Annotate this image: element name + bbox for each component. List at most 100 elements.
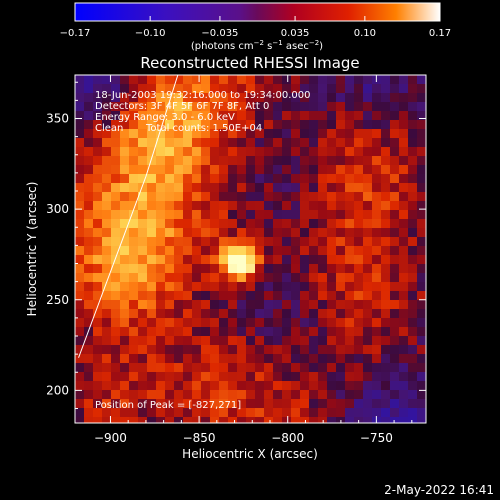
- image-pixel: [354, 201, 363, 210]
- image-pixel: [201, 345, 210, 354]
- image-pixel: [111, 183, 120, 192]
- image-pixel: [345, 111, 354, 120]
- image-pixel: [354, 291, 363, 300]
- image-pixel: [300, 264, 309, 273]
- image-pixel: [156, 345, 165, 354]
- image-pixel: [372, 309, 381, 318]
- image-pixel: [156, 174, 165, 183]
- image-pixel: [210, 165, 219, 174]
- image-pixel: [192, 408, 201, 417]
- image-pixel: [381, 102, 390, 111]
- image-pixel: [318, 408, 327, 417]
- colorbar-tick-label: −0.10: [135, 28, 166, 39]
- image-pixel: [273, 354, 282, 363]
- image-pixel: [336, 102, 345, 111]
- image-pixel: [138, 273, 147, 282]
- image-pixel: [237, 246, 246, 255]
- image-pixel: [309, 237, 318, 246]
- image-pixel: [111, 93, 120, 102]
- image-pixel: [345, 399, 354, 408]
- image-pixel: [354, 345, 363, 354]
- image-pixel: [219, 282, 228, 291]
- image-pixel: [156, 318, 165, 327]
- image-pixel: [129, 273, 138, 282]
- image-pixel: [327, 255, 336, 264]
- image-pixel: [282, 291, 291, 300]
- image-pixel: [201, 309, 210, 318]
- image-pixel: [354, 246, 363, 255]
- image-pixel: [363, 417, 372, 423]
- image-pixel: [102, 264, 111, 273]
- image-pixel: [228, 327, 237, 336]
- image-pixel: [255, 75, 264, 84]
- image-pixel: [129, 165, 138, 174]
- image-pixel: [138, 84, 147, 93]
- image-pixel: [174, 345, 183, 354]
- image-pixel: [318, 273, 327, 282]
- image-pixel: [201, 327, 210, 336]
- image-pixel: [417, 84, 426, 93]
- x-tick-label: −850: [183, 431, 216, 445]
- image-pixel: [174, 129, 183, 138]
- image-pixel: [201, 336, 210, 345]
- image-pixel: [318, 174, 327, 183]
- image-pixel: [408, 354, 417, 363]
- image-pixel: [102, 336, 111, 345]
- image-pixel: [210, 336, 219, 345]
- image-pixel: [345, 210, 354, 219]
- image-pixel: [93, 120, 102, 129]
- image-pixel: [390, 390, 399, 399]
- image-pixel: [84, 273, 93, 282]
- image-pixel: [273, 291, 282, 300]
- image-pixel: [390, 246, 399, 255]
- image-pixel: [174, 264, 183, 273]
- image-pixel: [246, 129, 255, 138]
- image-pixel: [183, 102, 192, 111]
- image-pixel: [264, 291, 273, 300]
- image-pixel: [120, 120, 129, 129]
- image-pixel: [300, 219, 309, 228]
- image-pixel: [237, 327, 246, 336]
- image-pixel: [246, 138, 255, 147]
- image-pixel: [408, 228, 417, 237]
- image-pixel: [129, 93, 138, 102]
- image-pixel: [300, 192, 309, 201]
- image-pixel: [390, 345, 399, 354]
- image-pixel: [318, 129, 327, 138]
- image-pixel: [282, 102, 291, 111]
- image-pixel: [246, 183, 255, 192]
- image-pixel: [246, 111, 255, 120]
- image-pixel: [264, 237, 273, 246]
- image-pixel: [75, 84, 84, 93]
- image-pixel: [300, 201, 309, 210]
- image-pixel: [147, 156, 156, 165]
- image-pixel: [372, 120, 381, 129]
- image-pixel: [147, 120, 156, 129]
- image-pixel: [75, 219, 84, 228]
- image-pixel: [336, 372, 345, 381]
- image-pixel: [336, 183, 345, 192]
- image-pixel: [363, 381, 372, 390]
- image-pixel: [210, 183, 219, 192]
- image-pixel: [75, 210, 84, 219]
- image-pixel: [102, 237, 111, 246]
- image-pixel: [237, 120, 246, 129]
- image-pixel: [210, 237, 219, 246]
- image-pixel: [75, 75, 84, 84]
- image-pixel: [345, 291, 354, 300]
- image-pixel: [102, 210, 111, 219]
- image-pixel: [174, 183, 183, 192]
- image-pixel: [228, 336, 237, 345]
- image-pixel: [372, 381, 381, 390]
- chart-title: Reconstructed RHESSI Image: [140, 54, 359, 72]
- image-pixel: [138, 111, 147, 120]
- image-pixel: [282, 273, 291, 282]
- image-pixel: [327, 120, 336, 129]
- image-pixel: [156, 183, 165, 192]
- image-pixel: [354, 93, 363, 102]
- image-pixel: [273, 210, 282, 219]
- image-pixel: [381, 120, 390, 129]
- image-pixel: [93, 129, 102, 138]
- image-pixel: [255, 210, 264, 219]
- image-pixel: [174, 399, 183, 408]
